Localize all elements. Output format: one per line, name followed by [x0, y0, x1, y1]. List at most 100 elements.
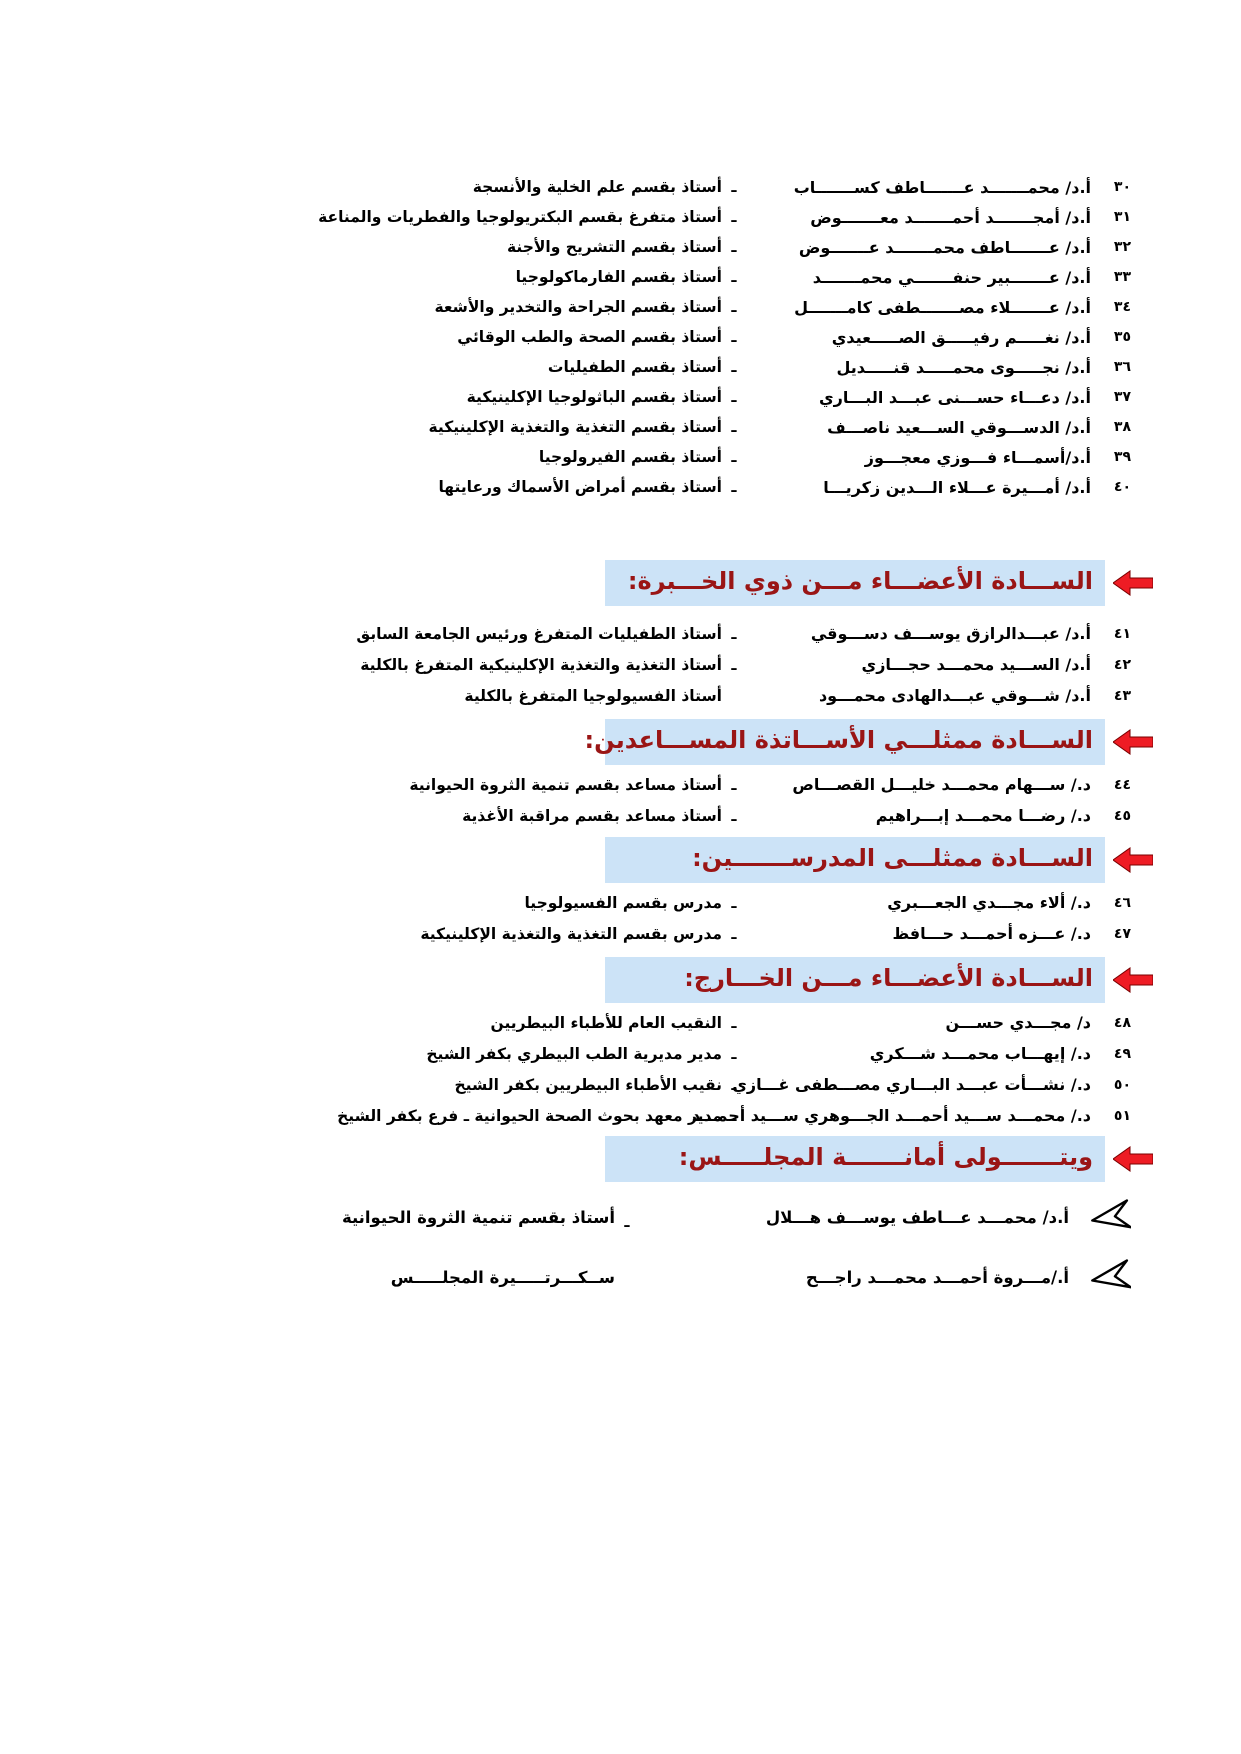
member-title: أستاذ بقسم الصحة والطب الوقائي [457, 328, 722, 346]
separator-dash: ـ [624, 1213, 630, 1231]
member-title: أستاذ بقسم الباثولوجيا الإكلينيكية [466, 388, 722, 406]
member-title: أستاذ بقسم الفيرولوجيا [538, 448, 722, 466]
member-row: ٤٤ د./ ســـهام محمـــد خليـــل القصـــاص ـ… [80, 769, 1131, 800]
member-name: د./ ســـهام محمـــد خليـــل القصـــاص [792, 775, 1091, 794]
member-title: أستاذ بقسم الجراحة والتخدير والأشعة [434, 298, 722, 316]
members-group-external: ٤٨ د/ مجـــدي حســـن ـ النقيب العام للأطباء… [80, 1007, 1131, 1131]
member-row: ٣١ أ.د/ أمجـــــــد أحمـــــــد معـــــــ… [80, 202, 1131, 232]
secretary-row: أ.د/ محمـــد عـــاطف يوســـف هـــلال ـ أ… [80, 1196, 1131, 1238]
section-header-experience: الســـادة الأعضـــاء مـــن ذوي الخـــبرة… [80, 560, 1153, 606]
arrow-bullet-icon [1079, 1259, 1131, 1295]
separator-dash: ـ [731, 806, 737, 825]
separator-dash: ـ [731, 298, 737, 316]
member-row: ٣٠ أ.د/ محمـــــــد عـــــــاطف كســـــــ… [80, 172, 1131, 202]
member-name: أ.د/ عـــــــلاء مصـــــــطفى كامـــــــ… [794, 297, 1091, 317]
member-row: ٤٥ د./ رضـــا محمـــد إبـــراهيم ـ أستاذ مس… [80, 800, 1131, 831]
red-arrow-icon [1105, 966, 1153, 994]
separator-dash: ـ [731, 924, 737, 943]
member-title: مدرس بقسم التغذية والتغذية الإكلينيكية [420, 924, 722, 943]
member-title: مدير معهد بحوث الصحة الحيوانية ـ فرع بكف… [337, 1106, 722, 1125]
member-number: ٤٨ [1113, 1014, 1131, 1031]
member-name: أ.د/ دعـــاء حســـنى عبـــد البـــاري [819, 387, 1091, 407]
member-row: ٣٥ أ.د/ نغـــــم رفيـــــق الصـــــعيدي ـ أ… [80, 322, 1131, 352]
separator-dash: ـ [731, 358, 737, 376]
secretary-title: ســكـــرتـــــيرة المجلـــــس [390, 1267, 615, 1287]
member-number: ٤٠ [1113, 479, 1131, 495]
member-title: مدرس بقسم الفسيولوجيا [524, 893, 722, 912]
section-header-secretariat: ويتـــــــولى أمانـــــــة المجلـــــس: [80, 1136, 1153, 1182]
member-title: أستاذ التغذية والتغذية الإكلينيكية المتف… [360, 655, 722, 674]
members-group-main: ٣٠ أ.د/ محمـــــــد عـــــــاطف كســـــــ… [80, 172, 1131, 502]
member-name: د./ ألاء مجـــدي الجعـــبري [887, 893, 1091, 912]
separator-dash: ـ [731, 1044, 737, 1063]
member-number: ٥٠ [1113, 1076, 1131, 1093]
red-arrow-icon [1105, 1145, 1153, 1173]
member-name: أ.د/ الســـيد محمـــد حجـــازي [861, 655, 1091, 674]
member-title: أستاذ بقسم الطفيليات [547, 358, 722, 376]
separator-dash: ـ [731, 775, 737, 794]
member-name: أ.د/ عـــــــاطف محمـــــــد عـــــــوض [798, 237, 1091, 257]
member-row: ٤٧ د./ عـــزه أحمـــد حـــافظ ـ مدرس بقسم ا… [80, 918, 1131, 949]
member-row: ٥١ د./ محمـــد ســـيد أحمـــد الجـــوهري … [80, 1100, 1131, 1131]
member-number: ٤٧ [1113, 925, 1131, 942]
section-header-assistants: الســـادة ممثلـــي الأســـاتذة المســـاع… [80, 719, 1153, 765]
separator-dash: ـ [731, 893, 737, 912]
member-row: ٣٧ أ.د/ دعـــاء حســـنى عبـــد البـــاري ـ… [80, 382, 1131, 412]
member-number: ٤١ [1113, 625, 1131, 642]
member-number: ٤٤ [1113, 776, 1131, 793]
member-name: د/ مجـــدي حســـن [945, 1013, 1091, 1032]
member-name: أ.د/ الدســـوقي الســـعيد ناصـــف [827, 417, 1091, 437]
member-number: ٤٥ [1113, 807, 1131, 824]
member-title: أستاذ بقسم الفارماكولوجيا [515, 268, 722, 286]
separator-dash: ـ [731, 208, 737, 226]
member-number: ٣٨ [1113, 419, 1131, 435]
secretary-name: أ.د/ محمـــد عـــاطف يوســـف هـــلال [765, 1207, 1069, 1227]
separator-dash: ـ [731, 624, 737, 643]
separator-dash: ـ [731, 1013, 737, 1032]
members-group-lecturers: ٤٦ د./ ألاء مجـــدي الجعـــبري ـ مدرس بقسم … [80, 887, 1131, 949]
separator-dash: ـ [731, 268, 737, 286]
member-name: د./ رضـــا محمـــد إبـــراهيم [875, 806, 1091, 825]
member-number: ٣٦ [1113, 359, 1131, 375]
member-number: ٣٩ [1113, 449, 1131, 465]
member-number: ٣٠ [1113, 179, 1131, 195]
member-name: أ.د/ أمـــيرة عـــلاء الـــدين زكريـــا [823, 477, 1091, 497]
member-name: أ.د/ عـــــــبير حنفـــــــي محمـــــــد [812, 267, 1091, 287]
member-row: ٣٤ أ.د/ عـــــــلاء مصـــــــطفى كامـــــ… [80, 292, 1131, 322]
section-title: الســـادة ممثلـــى المدرســـــــين: [605, 837, 1105, 883]
member-title: أستاذ مساعد بقسم مراقبة الأغذية [462, 806, 722, 825]
member-title: أستاذ الطفيليات المتفرغ ورئيس الجامعة ال… [356, 624, 722, 643]
separator-dash: ـ [731, 388, 737, 406]
member-name: أ.د/ شـــوقي عبـــدالهادى محمـــود [818, 686, 1091, 705]
members-group-experience: ٤١ أ.د/ عبـــدالرازق يوســـف دســـوقي ـ أست… [80, 618, 1131, 711]
member-row: ٤٩ د./ إيهـــاب محمـــد شـــكري ـ مدير مدير… [80, 1038, 1131, 1069]
member-number: ٣٢ [1113, 239, 1131, 255]
member-title: النقيب العام للأطباء البيطريين [490, 1013, 723, 1032]
red-arrow-icon [1105, 846, 1153, 874]
member-row: ٣٣ أ.د/ عـــــــبير حنفـــــــي محمــــــ… [80, 262, 1131, 292]
member-name: أ.د/ نغـــــم رفيـــــق الصـــــعيدي [831, 327, 1091, 347]
member-title: أستاذ بقسم أمراض الأسماك ورعايتها [438, 478, 722, 496]
separator-dash: ـ [731, 655, 737, 674]
member-number: ٤٦ [1113, 894, 1131, 911]
separator-dash: ـ [731, 238, 737, 256]
section-header-lecturers: الســـادة ممثلـــى المدرســـــــين: [80, 837, 1153, 883]
secretary-title: أستاذ بقسم تنمية الثروة الحيوانية [341, 1207, 615, 1227]
section-title: ويتـــــــولى أمانـــــــة المجلـــــس: [605, 1136, 1105, 1182]
member-title: أستاذ بقسم التغذية والتغذية الإكلينيكية [428, 418, 722, 436]
member-name: د./ إيهـــاب محمـــد شـــكري [869, 1044, 1091, 1063]
member-number: ٣٥ [1113, 329, 1131, 345]
member-number: ٣٤ [1113, 299, 1131, 315]
member-number: ٤٣ [1113, 687, 1131, 704]
member-number: ٥١ [1113, 1107, 1131, 1124]
section-title: الســـادة الأعضـــاء مـــن الخـــارج: [605, 957, 1105, 1003]
members-list: ٣٠ أ.د/ محمـــــــد عـــــــاطف كســـــــ… [80, 172, 1153, 1316]
member-name: د./ نشـــأت عبـــد البـــاري مصـــطفى غـ… [732, 1075, 1091, 1094]
section-title: الســـادة الأعضـــاء مـــن ذوي الخـــبرة… [605, 560, 1105, 606]
member-row: ٣٢ أ.د/ عـــــــاطف محمـــــــد عـــــــو… [80, 232, 1131, 262]
member-row: ٤٢ أ.د/ الســـيد محمـــد حجـــازي ـ أستاذ ا… [80, 649, 1131, 680]
separator-dash: ـ [731, 1075, 737, 1094]
arrow-bullet-icon [1079, 1199, 1131, 1235]
member-title: نقيب الأطباء البيطريين بكفر الشيخ [454, 1075, 722, 1094]
